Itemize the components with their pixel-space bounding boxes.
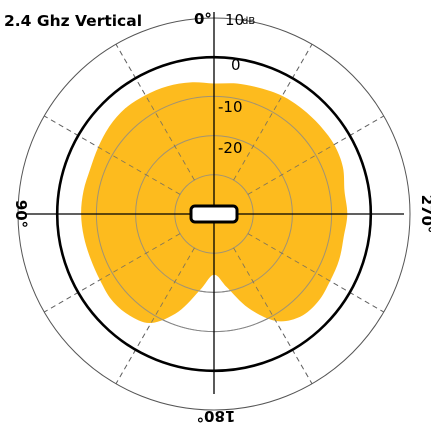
radial-tick-0: 0 <box>231 56 241 74</box>
radial-tick-minus10: -10 <box>218 98 243 116</box>
chart-title: 2.4 Ghz Vertical <box>4 12 142 30</box>
radial-tick-minus20: -20 <box>218 139 243 157</box>
antenna-icon <box>191 206 237 222</box>
radial-tick-unit: dB <box>242 16 255 27</box>
angle-label-right: 270° <box>418 195 431 234</box>
angle-label-bottom: 180° <box>197 407 236 425</box>
angle-label-left: 90° <box>12 200 30 228</box>
angle-label-top: 0° <box>194 10 212 28</box>
